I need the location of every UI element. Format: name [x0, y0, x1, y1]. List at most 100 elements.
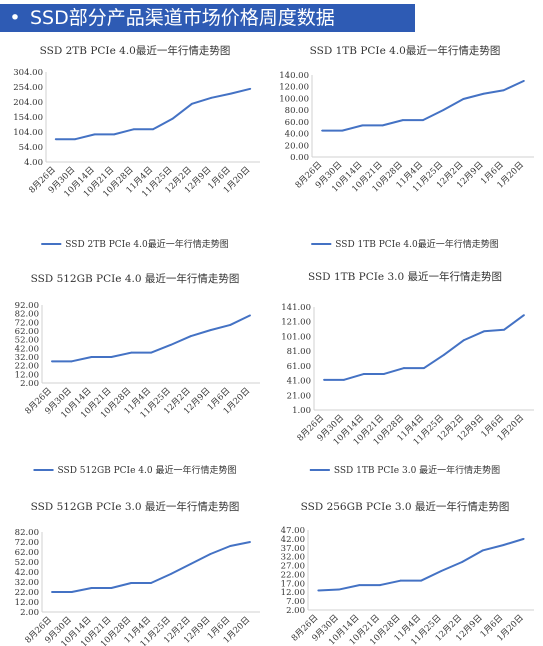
data-point — [249, 314, 251, 317]
y-tick-label: 61.00 — [287, 362, 311, 372]
data-point — [381, 124, 384, 127]
data-point — [363, 373, 365, 375]
data-point — [229, 92, 232, 95]
data-point — [74, 138, 77, 141]
data-point — [150, 582, 152, 584]
y-tick-label: 304.00 — [13, 68, 43, 78]
y-tick-label: 42.00 — [15, 568, 39, 578]
chart-svg: SSD 1TB PCIe 4.0最近一年行情走势图 140.00 120.00100… — [279, 44, 534, 250]
data-point — [130, 351, 133, 354]
y-tick-label: 27.00 — [281, 562, 305, 572]
y-tick-label: 204.00 — [13, 98, 43, 108]
y-tick-label: 2.00 — [286, 606, 305, 616]
y-tick-label: 101.00 — [281, 332, 311, 342]
chart-panel-ssd-256gb-pcie3: SSD 256GB PCIe 3.0 最近一年行情走势图 47.00 42.00 37… — [270, 490, 540, 646]
series-line-ssd-256gb-pcie-3-0 — [318, 537, 525, 592]
data-point — [341, 129, 344, 132]
y-tick-label: 4.00 — [24, 158, 43, 168]
data-point — [522, 537, 525, 540]
series-line-ssd-512gb-pcie-4-0 — [51, 314, 251, 363]
data-point — [337, 588, 340, 591]
data-point — [443, 353, 445, 356]
y-tick-label: 1.00 — [292, 406, 311, 416]
chart-title: SSD 512GB PCIe 4.0 最近一年行情走势图 — [31, 272, 240, 285]
banner-title: SSD部分产品渠道市场价格周度数据 — [30, 7, 335, 29]
y-tick-label: 22.00 — [15, 588, 39, 598]
data-point — [209, 329, 212, 332]
data-point — [422, 119, 424, 121]
y-tick-label: 82.00 — [15, 310, 39, 320]
y-tick-label: 22.00 — [15, 362, 39, 372]
y-tick-label: 32.00 — [15, 353, 39, 363]
y-tick-label: 17.00 — [281, 579, 305, 589]
data-point — [358, 584, 361, 587]
chart-title: SSD 1TB PCIe 3.0 最近一年行情走势图 — [308, 270, 502, 283]
data-point — [54, 138, 57, 141]
y-tick-label: 12.00 — [15, 598, 39, 608]
data-point — [169, 573, 172, 575]
data-point — [481, 549, 484, 552]
y-tick-label: 32.00 — [15, 578, 39, 588]
data-point — [423, 367, 425, 369]
legend: SSD 2TB PCIe 4.0最近一年行情走势图 — [41, 238, 229, 250]
data-point — [189, 335, 192, 338]
y-tick-label: 140.00 — [279, 71, 309, 81]
y-tick-label: 62.00 — [15, 327, 39, 337]
data-point — [440, 569, 443, 572]
y-tick-label: 7.00 — [286, 597, 305, 607]
data-point — [361, 124, 364, 127]
data-point — [343, 378, 345, 381]
data-point — [110, 356, 113, 358]
y-tick-label: 37.00 — [281, 544, 305, 554]
data-point — [209, 553, 212, 555]
y-tick-label: 104.00 — [13, 128, 43, 138]
data-point — [483, 330, 485, 333]
chart-title: SSD 1TB PCIe 4.0最近一年行情走势图 — [310, 44, 501, 57]
chart-svg: SSD 1TB PCIe 3.0 最近一年行情走势图 141.00 121.00 10… — [281, 270, 534, 476]
chart-svg: SSD 512GB PCIe 4.0 最近一年行情走势图 92.0082.0072… — [15, 272, 260, 476]
data-point — [189, 563, 192, 565]
chart-title: SSD 2TB PCIe 4.0最近一年行情走势图 — [40, 44, 231, 57]
data-point — [442, 109, 445, 112]
chart-panel-ssd-2tb-pcie4: SSD 2TB PCIe 4.0最近一年行情走势图 304.00 254.00 204… — [4, 40, 266, 258]
data-point — [210, 96, 213, 99]
data-point — [523, 79, 525, 82]
data-point — [523, 314, 525, 316]
y-tick-label: 2.00 — [20, 608, 39, 618]
chart-panel-ssd-1tb-pcie4: SSD 1TB PCIe 4.0最近一年行情走势图 140.00 120.00 100… — [270, 40, 540, 258]
y-tick-label: 82.00 — [15, 528, 39, 538]
legend-label: SSD 1TB PCIe 4.0最近一年行情走势图 — [335, 238, 498, 250]
series-line-ssd-2tb-pcie-4-0 — [55, 87, 251, 141]
section-banner: • SSD部分产品渠道市场价格周度数据 — [0, 4, 415, 32]
banner-bullet: • — [9, 7, 21, 29]
y-tick-label: 47.00 — [281, 526, 305, 536]
data-point — [383, 373, 385, 375]
data-point — [401, 119, 404, 121]
y-tick-label: 52.00 — [15, 558, 39, 568]
data-point — [461, 561, 463, 563]
data-point — [379, 584, 381, 587]
chart-svg: SSD 512GB PCIe 3.0 最近一年行情走势图 82.0072.0062… — [15, 500, 260, 646]
chart-title: SSD 512GB PCIe 3.0 最近一年行情走势图 — [31, 500, 240, 513]
chart-svg: SSD 256GB PCIe 3.0 最近一年行情走势图 47.0042.0037… — [281, 500, 534, 646]
data-point — [249, 541, 251, 543]
chart-svg: SSD 2TB PCIe 4.0最近一年行情走势图 304.00 254.00 204… — [13, 44, 260, 250]
data-point — [502, 544, 505, 547]
chart-panel-ssd-512gb-pcie3: SSD 512GB PCIe 3.0 最近一年行情走势图 82.00 72.00 62… — [4, 490, 266, 646]
data-point — [90, 587, 93, 589]
y-tick-label: 40.00 — [285, 130, 309, 140]
y-tick-label: 41.00 — [287, 377, 311, 387]
y-tick-label: 2.00 — [20, 379, 39, 389]
data-point — [323, 378, 325, 381]
y-tick-label: 81.00 — [287, 347, 311, 357]
series-line-ssd-1tb-pcie-4-0 — [322, 79, 525, 132]
y-tick-label: 60.00 — [285, 118, 309, 128]
legend-label: SSD 1TB PCIe 3.0 最近一年行情走势图 — [334, 464, 500, 476]
data-point — [502, 89, 505, 92]
data-point — [399, 579, 402, 582]
data-point — [463, 339, 465, 342]
data-point — [171, 117, 174, 120]
data-point — [110, 587, 113, 589]
data-point — [90, 356, 93, 358]
data-point — [229, 545, 232, 547]
